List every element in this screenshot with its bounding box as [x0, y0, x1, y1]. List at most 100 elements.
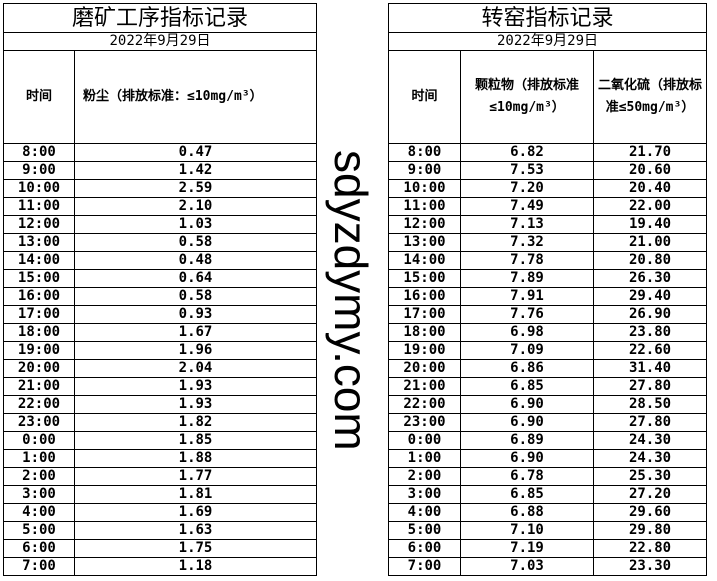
time-cell: 17:00	[3, 305, 75, 324]
watermark: sdyzdymy.com	[325, 150, 377, 451]
dust-cell: 1.18	[73, 557, 318, 576]
table-row: 13:00 7.32 21.00	[388, 233, 708, 252]
table-row: 5:00 1.63	[3, 521, 318, 540]
table-row: 5:00 7.10 29.80	[388, 521, 708, 540]
table-row: 18:00 6.98 23.80	[388, 323, 708, 342]
particulate-cell: 7.78	[460, 251, 594, 270]
dust-cell: 1.75	[73, 539, 318, 558]
time-cell: 16:00	[388, 287, 461, 306]
table-row: 17:00 7.76 26.90	[388, 305, 708, 324]
table-row: 2:00 1.77	[3, 467, 318, 486]
dust-cell: 1.88	[73, 449, 318, 468]
particulate-cell: 6.90	[460, 395, 594, 414]
sulfur-dioxide-cell: 31.40	[592, 359, 708, 378]
table-row: 11:00 2.10	[3, 197, 318, 216]
time-cell: 23:00	[3, 413, 75, 432]
table-row: 12:00 1.03	[3, 215, 318, 234]
table-row: 14:00 0.48	[3, 251, 318, 270]
table-row: 1:00 6.90 24.30	[388, 449, 708, 468]
dust-cell: 0.58	[73, 287, 318, 306]
sulfur-dioxide-cell: 29.60	[592, 503, 708, 522]
particulate-cell: 6.85	[460, 377, 594, 396]
table-row: 23:00 6.90 27.80	[388, 413, 708, 432]
time-cell: 15:00	[3, 269, 75, 288]
header-particulate: 颗粒物（排放标准≤10mg/m³）	[460, 50, 594, 144]
particulate-cell: 7.49	[460, 197, 594, 216]
table-row: 9:00 7.53 20.60	[388, 161, 708, 180]
title-row: 转窑指标记录	[387, 3, 708, 33]
time-cell: 19:00	[3, 341, 75, 360]
dust-cell: 0.93	[73, 305, 318, 324]
sulfur-dioxide-cell: 23.80	[592, 323, 708, 342]
particulate-cell: 7.13	[460, 215, 594, 234]
table-row: 23:00 1.82	[3, 413, 318, 432]
sulfur-dioxide-cell: 22.60	[592, 341, 708, 360]
particulate-cell: 6.88	[460, 503, 594, 522]
time-cell: 21:00	[3, 377, 75, 396]
particulate-cell: 7.19	[460, 539, 594, 558]
time-cell: 11:00	[388, 197, 461, 216]
sulfur-dioxide-cell: 27.80	[592, 413, 708, 432]
time-cell: 11:00	[3, 197, 75, 216]
table-row: 7:00 7.03 23.30	[388, 557, 708, 576]
sulfur-dioxide-cell: 20.40	[592, 179, 708, 198]
time-cell: 6:00	[388, 539, 461, 558]
dust-cell: 0.47	[73, 143, 318, 162]
particulate-cell: 6.98	[460, 323, 594, 342]
header-dust: 粉尘（排放标准：≤10mg/m³）	[73, 50, 318, 144]
particulate-cell: 7.03	[460, 557, 594, 576]
table-row: 0:00 6.89 24.30	[388, 431, 708, 450]
dust-cell: 1.96	[73, 341, 318, 360]
sulfur-dioxide-cell: 27.80	[592, 377, 708, 396]
time-cell: 17:00	[388, 305, 461, 324]
header-time: 时间	[3, 50, 75, 144]
time-cell: 8:00	[388, 143, 461, 162]
table-row: 12:00 7.13 19.40	[388, 215, 708, 234]
sulfur-dioxide-cell: 24.30	[592, 431, 708, 450]
table-row: 14:00 7.78 20.80	[388, 251, 708, 270]
header-row: 时间 颗粒物（排放标准≤10mg/m³） 二氧化硫（排放标准≤50mg/m³）	[388, 50, 708, 144]
time-cell: 14:00	[388, 251, 461, 270]
time-cell: 21:00	[388, 377, 461, 396]
particulate-cell: 6.90	[460, 449, 594, 468]
time-cell: 1:00	[3, 449, 75, 468]
dust-cell: 1.77	[73, 467, 318, 486]
time-cell: 6:00	[3, 539, 75, 558]
table-row: 13:00 0.58	[3, 233, 318, 252]
sulfur-dioxide-cell: 23.30	[592, 557, 708, 576]
time-cell: 10:00	[3, 179, 75, 198]
sulfur-dioxide-cell: 27.20	[592, 485, 708, 504]
table-title: 转窑指标记录	[387, 3, 708, 33]
table-row: 19:00 7.09 22.60	[388, 341, 708, 360]
dust-cell: 0.64	[73, 269, 318, 288]
sulfur-dioxide-cell: 28.50	[592, 395, 708, 414]
table-row: 22:00 1.93	[3, 395, 318, 414]
time-cell: 9:00	[3, 161, 75, 180]
time-cell: 16:00	[3, 287, 75, 306]
table-row: 21:00 1.93	[3, 377, 318, 396]
table-row: 20:00 2.04	[3, 359, 318, 378]
table-row: 1:00 1.88	[3, 449, 318, 468]
time-cell: 15:00	[388, 269, 461, 288]
dust-cell: 2.59	[73, 179, 318, 198]
table-row: 7:00 1.18	[3, 557, 318, 576]
time-cell: 18:00	[388, 323, 461, 342]
particulate-cell: 7.91	[460, 287, 594, 306]
time-cell: 19:00	[388, 341, 461, 360]
table-row: 16:00 0.58	[3, 287, 318, 306]
dust-cell: 1.03	[73, 215, 318, 234]
time-cell: 7:00	[3, 557, 75, 576]
time-cell: 12:00	[3, 215, 75, 234]
table-row: 15:00 7.89 26.30	[388, 269, 708, 288]
dust-cell: 1.85	[73, 431, 318, 450]
header-sulfur-dioxide: 二氧化硫（排放标准≤50mg/m³）	[592, 50, 708, 144]
time-cell: 5:00	[3, 521, 75, 540]
header-row: 时间 粉尘（排放标准：≤10mg/m³）	[3, 50, 318, 144]
time-cell: 14:00	[3, 251, 75, 270]
time-cell: 0:00	[388, 431, 461, 450]
sulfur-dioxide-cell: 25.30	[592, 467, 708, 486]
table-row: 3:00 1.81	[3, 485, 318, 504]
time-cell: 8:00	[3, 143, 75, 162]
sulfur-dioxide-cell: 20.80	[592, 251, 708, 270]
table-row: 11:00 7.49 22.00	[388, 197, 708, 216]
